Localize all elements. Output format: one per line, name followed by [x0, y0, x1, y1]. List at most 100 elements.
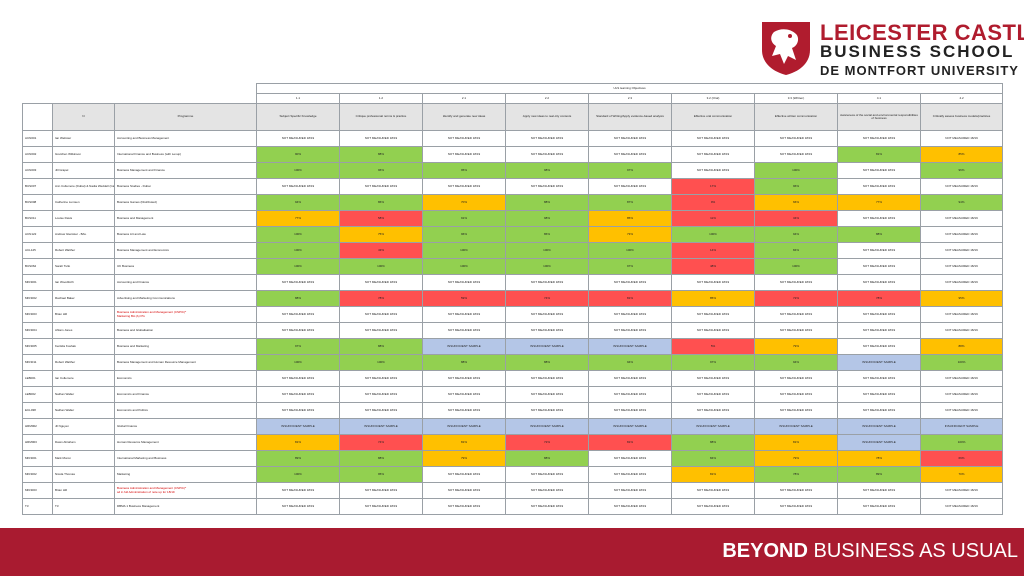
row-leader: Kenlida Koshak: [52, 338, 115, 355]
result-cell: NOT MEASURED 18/19: [837, 210, 921, 227]
result-cell: NOT MEASURED 18/19: [671, 402, 755, 419]
result-cell: NOT MEASURED 18/19: [837, 322, 921, 339]
result-cell: 88%: [505, 194, 589, 211]
result-cell: NOT MEASURED 18/19: [339, 274, 423, 291]
result-cell: NOT MEASURED 18/19: [588, 322, 672, 339]
programme-name: Business Administration and Management (…: [117, 310, 187, 315]
result-cell: NOT MEASURED 18/19: [256, 130, 340, 147]
result-cell: 34%: [754, 210, 838, 227]
result-cell: INSUFFICIENT SAMPLE: [505, 338, 589, 355]
table-row: BUS008 Catherine Lumsen Business Games (Di…: [22, 194, 1004, 211]
header-lo: Awareness of the social and environmenta…: [837, 103, 921, 131]
header-spacer: [115, 94, 257, 104]
result-cell: NOT MEASURED 18/19: [339, 386, 423, 403]
result-cell: 94%: [256, 194, 340, 211]
school-logo: LEICESTER CASTLE BUSINESS SCHOOL DE MONT…: [760, 20, 1024, 80]
row-programme: Economics and Finance: [114, 386, 257, 403]
table-row: ACN122 Andrew Glenister - BAL Business Art…: [22, 226, 1004, 243]
result-cell: NOT MEASURED 18/19: [422, 386, 506, 403]
header-group-title: ULS learning Objectives: [255, 83, 1004, 94]
table-row: MKN001 Mark Moron International Marketing …: [22, 450, 1004, 467]
result-cell: NOT MEASURED 18/19: [671, 146, 755, 163]
result-cell: 74%: [339, 434, 423, 451]
result-cell: 100%: [339, 354, 423, 371]
footer-tagline-bold: BEYOND: [722, 540, 808, 562]
result-cell: NOT MEASURED 18/19: [256, 482, 340, 499]
result-cell: NOT MEASURED 18/19: [256, 498, 340, 515]
result-cell: NOT MEASURED 18/19: [671, 482, 755, 499]
programme-name: Business and Marketing: [117, 343, 150, 348]
header-lo: Standard of Writing/Apply evidence-based…: [588, 103, 672, 131]
header-lo: Identify and generate new ideas: [422, 103, 506, 131]
result-cell: 100%: [919, 354, 1004, 371]
row-programme: UK Business: [114, 258, 257, 275]
result-cell: NOT MEASURED 18/19: [754, 322, 838, 339]
result-cell: 72%: [505, 434, 589, 451]
row-code: MKN004: [22, 322, 53, 339]
programme-name: Global Finance: [117, 423, 138, 428]
row-leader: Jil Nguyen: [52, 418, 115, 435]
row-leader: Ahlam Jones: [52, 322, 115, 339]
result-cell: INSUFFICIENT SAMPLE: [671, 418, 755, 435]
result-cell: 14%: [671, 242, 755, 259]
result-cell: NOT MEASURED 18/19: [919, 226, 1004, 243]
result-cell: NOT MEASURED 18/19: [837, 482, 921, 499]
result-cell: NOT MEASURED 18/19: [919, 178, 1004, 195]
row-programme: Business Administration and Management (…: [114, 482, 257, 499]
result-cell: NOT MEASURED 18/19: [671, 498, 755, 515]
result-cell: NOT MEASURED 18/19: [588, 274, 672, 291]
result-cell: NOT MEASURED 18/19: [671, 306, 755, 323]
result-cell: NOT MEASURED 18/19: [919, 498, 1004, 515]
result-cell: NOT MEASURED 18/19: [588, 306, 672, 323]
lo-number: 1.1: [256, 93, 340, 104]
row-leader: Brian Hill: [52, 482, 115, 499]
row-programme: DBMA 1 Business Management: [114, 498, 257, 515]
result-cell: 97%: [671, 354, 755, 371]
header-spacer: [23, 94, 53, 104]
row-code: ACN002: [22, 146, 53, 163]
result-cell: 95%: [422, 162, 506, 179]
result-cell: 11%: [671, 210, 755, 227]
result-cell: 100%: [588, 242, 672, 259]
result-cell: NOT MEASURED 18/19: [339, 178, 423, 195]
result-cell: 88%: [339, 146, 423, 163]
result-cell: 72%: [754, 290, 838, 307]
programme-name: Marketing: [117, 471, 131, 476]
footer-tagline-rest: BUSINESS AS USUAL: [807, 540, 1018, 562]
result-cell: INSUFFICIENT SAMPLE: [837, 434, 921, 451]
row-programme: International Finance and Business (with…: [114, 146, 257, 163]
result-cell: NOT MEASURED 18/19: [588, 450, 672, 467]
result-cell: NOT MEASURED 18/19: [505, 130, 589, 147]
programme-name: Business and Management: [117, 215, 154, 220]
result-cell: NOT MEASURED 18/19: [422, 130, 506, 147]
result-cell: NOT MEASURED 18/19: [505, 274, 589, 291]
result-cell: NOT MEASURED 18/19: [919, 306, 1004, 323]
result-cell: NOT MEASURED 18/19: [256, 386, 340, 403]
result-cell: 58%: [339, 210, 423, 227]
lo-number: 4.1: [837, 93, 921, 104]
result-cell: NOT MEASURED 18/19: [256, 322, 340, 339]
result-cell: NOT MEASURED 18/19: [837, 306, 921, 323]
result-cell: NOT MEASURED 18/19: [422, 370, 506, 387]
programme-note: Marketing BA (A) PG: [117, 313, 145, 318]
header-title-row: N Programme Subject Specific Knowledge Crit…: [22, 103, 1004, 131]
row-code: ACN001: [22, 130, 53, 147]
row-programme: Business Management and Human Resource M…: [114, 354, 257, 371]
result-cell: 66%: [754, 194, 838, 211]
logo-university: DE MONTFORT UNIVERSITY: [820, 63, 1019, 78]
row-code: MKN002: [22, 466, 53, 483]
result-cell: 97%: [588, 258, 672, 275]
programme-name: Economics: [117, 375, 132, 380]
result-cell: INSUFFICIENT SAMPLE: [837, 418, 921, 435]
result-cell: INSUFFICIENT SAMPLE: [754, 418, 838, 435]
row-leader: Ann Cullemore (Dubai) & Nadia Weddell (C…: [52, 178, 115, 195]
lo-number: 2.3: [588, 93, 672, 104]
result-cell: NOT MEASURED 18/19: [588, 370, 672, 387]
row-programme: Business and Management: [114, 210, 257, 227]
result-cell: NOT MEASURED 18/19: [588, 178, 672, 195]
result-cell: NOT MEASURED 18/19: [919, 242, 1004, 259]
lo-number: 1.2: [339, 93, 423, 104]
result-cell: NOT MEASURED 18/19: [837, 242, 921, 259]
result-cell: 17%: [671, 178, 755, 195]
result-cell: 100%: [919, 434, 1004, 451]
